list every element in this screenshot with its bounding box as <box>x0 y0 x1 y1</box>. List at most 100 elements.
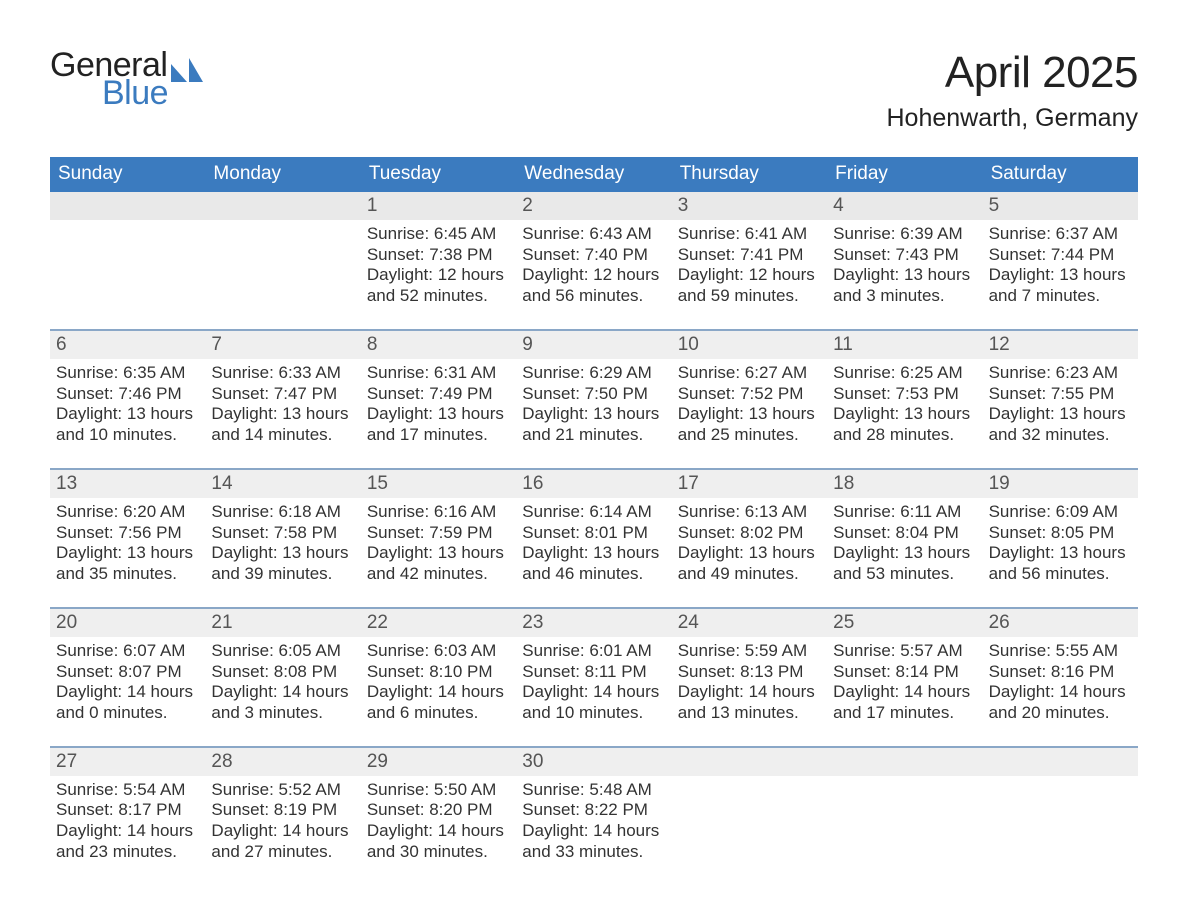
day-cell: Sunrise: 6:45 AMSunset: 7:38 PMDaylight:… <box>361 220 516 329</box>
daylight-text: Daylight: 13 hours and 56 minutes. <box>989 543 1132 584</box>
day-number <box>205 192 360 220</box>
sunset-text: Sunset: 8:22 PM <box>522 800 665 821</box>
calendar: SundayMondayTuesdayWednesdayThursdayFrid… <box>50 157 1138 885</box>
sunrise-text: Sunrise: 5:55 AM <box>989 641 1132 662</box>
daylight-text: Daylight: 13 hours and 10 minutes. <box>56 404 199 445</box>
day-cell <box>50 220 205 329</box>
day-cell: Sunrise: 6:13 AMSunset: 8:02 PMDaylight:… <box>672 498 827 607</box>
day-number: 13 <box>50 468 205 498</box>
sunset-text: Sunset: 8:14 PM <box>833 662 976 683</box>
day-cell: Sunrise: 6:31 AMSunset: 7:49 PMDaylight:… <box>361 359 516 468</box>
daylight-text: Daylight: 14 hours and 6 minutes. <box>367 682 510 723</box>
day-number: 29 <box>361 746 516 776</box>
sunrise-text: Sunrise: 6:09 AM <box>989 502 1132 523</box>
daylight-text: Daylight: 13 hours and 42 minutes. <box>367 543 510 584</box>
sunrise-text: Sunrise: 6:39 AM <box>833 224 976 245</box>
weekday-header-cell: Sunday <box>50 157 205 192</box>
day-cell: Sunrise: 5:52 AMSunset: 8:19 PMDaylight:… <box>205 776 360 885</box>
sunset-text: Sunset: 8:13 PM <box>678 662 821 683</box>
sunset-text: Sunset: 8:17 PM <box>56 800 199 821</box>
sunrise-text: Sunrise: 6:20 AM <box>56 502 199 523</box>
day-cell: Sunrise: 6:20 AMSunset: 7:56 PMDaylight:… <box>50 498 205 607</box>
day-number <box>827 746 982 776</box>
day-cell: Sunrise: 6:14 AMSunset: 8:01 PMDaylight:… <box>516 498 671 607</box>
day-number: 24 <box>672 607 827 637</box>
daylight-text: Daylight: 13 hours and 7 minutes. <box>989 265 1132 306</box>
sunrise-text: Sunrise: 6:18 AM <box>211 502 354 523</box>
day-cell: Sunrise: 6:25 AMSunset: 7:53 PMDaylight:… <box>827 359 982 468</box>
sunrise-text: Sunrise: 6:31 AM <box>367 363 510 384</box>
sunrise-text: Sunrise: 6:05 AM <box>211 641 354 662</box>
weekday-header-cell: Friday <box>827 157 982 192</box>
sunrise-text: Sunrise: 5:54 AM <box>56 780 199 801</box>
sunrise-text: Sunrise: 6:23 AM <box>989 363 1132 384</box>
day-cell: Sunrise: 5:57 AMSunset: 8:14 PMDaylight:… <box>827 637 982 746</box>
daylight-text: Daylight: 14 hours and 23 minutes. <box>56 821 199 862</box>
sunrise-text: Sunrise: 6:07 AM <box>56 641 199 662</box>
sunset-text: Sunset: 8:10 PM <box>367 662 510 683</box>
day-cell: Sunrise: 5:55 AMSunset: 8:16 PMDaylight:… <box>983 637 1138 746</box>
sunset-text: Sunset: 8:07 PM <box>56 662 199 683</box>
daylight-text: Daylight: 13 hours and 21 minutes. <box>522 404 665 445</box>
day-cell: Sunrise: 6:09 AMSunset: 8:05 PMDaylight:… <box>983 498 1138 607</box>
day-cell: Sunrise: 6:41 AMSunset: 7:41 PMDaylight:… <box>672 220 827 329</box>
titles: April 2025 Hohenwarth, Germany <box>886 48 1138 133</box>
sunset-text: Sunset: 7:55 PM <box>989 384 1132 405</box>
sunset-text: Sunset: 7:50 PM <box>522 384 665 405</box>
day-number: 23 <box>516 607 671 637</box>
day-number: 20 <box>50 607 205 637</box>
day-number: 21 <box>205 607 360 637</box>
day-cell: Sunrise: 5:50 AMSunset: 8:20 PMDaylight:… <box>361 776 516 885</box>
day-number: 22 <box>361 607 516 637</box>
sunrise-text: Sunrise: 6:45 AM <box>367 224 510 245</box>
day-cell: Sunrise: 6:16 AMSunset: 7:59 PMDaylight:… <box>361 498 516 607</box>
location-title: Hohenwarth, Germany <box>886 104 1138 133</box>
sunrise-text: Sunrise: 6:41 AM <box>678 224 821 245</box>
sunrise-text: Sunrise: 6:43 AM <box>522 224 665 245</box>
day-cell: Sunrise: 6:39 AMSunset: 7:43 PMDaylight:… <box>827 220 982 329</box>
day-number: 6 <box>50 329 205 359</box>
daylight-text: Daylight: 13 hours and 25 minutes. <box>678 404 821 445</box>
sunset-text: Sunset: 8:11 PM <box>522 662 665 683</box>
sunset-text: Sunset: 8:02 PM <box>678 523 821 544</box>
daylight-text: Daylight: 13 hours and 28 minutes. <box>833 404 976 445</box>
sunset-text: Sunset: 7:46 PM <box>56 384 199 405</box>
day-cell: Sunrise: 6:35 AMSunset: 7:46 PMDaylight:… <box>50 359 205 468</box>
brand-logo: General Blue <box>50 48 203 110</box>
day-cell: Sunrise: 5:59 AMSunset: 8:13 PMDaylight:… <box>672 637 827 746</box>
sunset-text: Sunset: 7:49 PM <box>367 384 510 405</box>
day-cell: Sunrise: 6:07 AMSunset: 8:07 PMDaylight:… <box>50 637 205 746</box>
daylight-text: Daylight: 13 hours and 49 minutes. <box>678 543 821 584</box>
day-cell <box>983 776 1138 885</box>
weekday-header-cell: Tuesday <box>361 157 516 192</box>
weekday-header-row: SundayMondayTuesdayWednesdayThursdayFrid… <box>50 157 1138 192</box>
daylight-text: Daylight: 13 hours and 14 minutes. <box>211 404 354 445</box>
day-number: 25 <box>827 607 982 637</box>
sunset-text: Sunset: 8:01 PM <box>522 523 665 544</box>
daylight-text: Daylight: 14 hours and 33 minutes. <box>522 821 665 862</box>
sunrise-text: Sunrise: 6:27 AM <box>678 363 821 384</box>
day-number: 4 <box>827 192 982 220</box>
day-number: 3 <box>672 192 827 220</box>
daylight-text: Daylight: 14 hours and 10 minutes. <box>522 682 665 723</box>
sunrise-text: Sunrise: 5:48 AM <box>522 780 665 801</box>
sunrise-text: Sunrise: 6:35 AM <box>56 363 199 384</box>
sunrise-text: Sunrise: 6:01 AM <box>522 641 665 662</box>
day-number: 14 <box>205 468 360 498</box>
sunset-text: Sunset: 7:44 PM <box>989 245 1132 266</box>
weekday-header-cell: Saturday <box>983 157 1138 192</box>
day-cell: Sunrise: 6:23 AMSunset: 7:55 PMDaylight:… <box>983 359 1138 468</box>
day-number: 12 <box>983 329 1138 359</box>
day-number <box>983 746 1138 776</box>
day-number: 26 <box>983 607 1138 637</box>
weekday-header-cell: Thursday <box>672 157 827 192</box>
daylight-text: Daylight: 13 hours and 53 minutes. <box>833 543 976 584</box>
daylight-text: Daylight: 14 hours and 27 minutes. <box>211 821 354 862</box>
topbar: General Blue April 2025 Hohenwarth, Germ… <box>50 48 1138 133</box>
daylight-text: Daylight: 14 hours and 30 minutes. <box>367 821 510 862</box>
sunrise-text: Sunrise: 6:03 AM <box>367 641 510 662</box>
daylight-text: Daylight: 13 hours and 39 minutes. <box>211 543 354 584</box>
sunrise-text: Sunrise: 6:11 AM <box>833 502 976 523</box>
sunset-text: Sunset: 7:40 PM <box>522 245 665 266</box>
sunrise-text: Sunrise: 6:37 AM <box>989 224 1132 245</box>
